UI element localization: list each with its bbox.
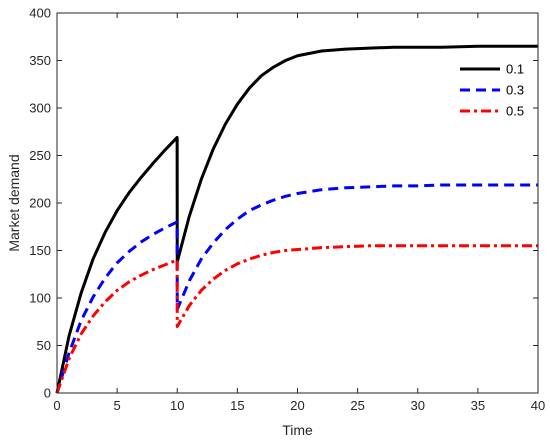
y-tick-label: 400 (29, 6, 51, 21)
x-tick-label: 35 (471, 398, 485, 413)
y-tick-label: 0 (44, 386, 51, 401)
legend-label-3: 0.5 (506, 104, 524, 119)
y-axis-label: Market demand (6, 154, 22, 251)
x-tick-label: 20 (290, 398, 304, 413)
x-tick-label: 10 (170, 398, 184, 413)
y-tick-label: 200 (29, 196, 51, 211)
series-line-1 (55, 44, 538, 394)
series-line-2 (55, 183, 538, 394)
plot-area (57, 13, 538, 393)
x-tick-label: 0 (53, 398, 60, 413)
legend-label-1: 0.1 (506, 62, 524, 77)
y-tick-label: 150 (29, 243, 51, 258)
x-tick-label: 25 (350, 398, 364, 413)
series-line-3 (55, 244, 538, 394)
x-tick-label: 40 (531, 398, 545, 413)
x-tick-label: 30 (411, 398, 425, 413)
legend-label-2: 0.3 (506, 83, 524, 98)
series-layer (55, 44, 538, 394)
legend: 0.1 0.3 0.5 (460, 62, 524, 119)
y-tick-label: 250 (29, 148, 51, 163)
y-tick-label: 100 (29, 291, 51, 306)
y-tick-label: 50 (37, 338, 51, 353)
x-axis-label: Time (282, 422, 313, 438)
x-tick-label: 15 (230, 398, 244, 413)
x-tick-label: 5 (114, 398, 121, 413)
y-tick-label: 300 (29, 101, 51, 116)
y-tick-label: 350 (29, 53, 51, 68)
